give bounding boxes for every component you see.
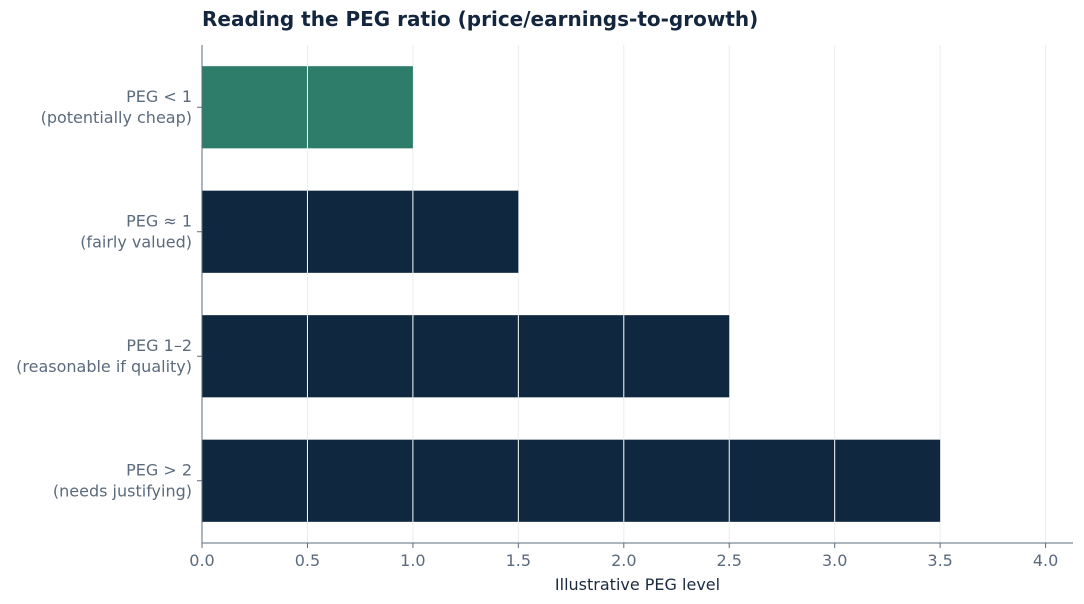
x-tick-label: 1.5 xyxy=(506,551,531,570)
y-tick-label-line: PEG < 1 xyxy=(126,87,192,106)
x-axis-label: Illustrative PEG level xyxy=(555,575,720,594)
x-tick-label: 2.0 xyxy=(611,551,636,570)
y-tick-label-line: (potentially cheap) xyxy=(41,108,192,127)
x-tick-label: 1.0 xyxy=(400,551,425,570)
x-tick-label: 3.5 xyxy=(927,551,952,570)
y-tick-label-line: PEG ≈ 1 xyxy=(126,211,192,230)
axes xyxy=(201,45,1073,544)
y-tick-label-line: PEG 1–2 xyxy=(126,336,192,355)
bar xyxy=(202,315,730,398)
y-tick-label: PEG ≈ 1 (fairly valued) xyxy=(80,211,192,251)
y-tick-label-line: (fairly valued) xyxy=(80,232,192,251)
y-tick-label: PEG > 2 (needs justifying) xyxy=(53,460,192,500)
x-tick-label: 0.0 xyxy=(189,551,214,570)
y-tick-label-line: PEG > 2 xyxy=(126,460,192,479)
x-tick-label: 0.5 xyxy=(295,551,320,570)
chart-title: Reading the PEG ratio (price/earnings-to… xyxy=(202,7,758,31)
y-tick-label-line: (needs justifying) xyxy=(53,481,192,500)
x-tick-label: 2.5 xyxy=(717,551,742,570)
y-tick-label: PEG < 1 (potentially cheap) xyxy=(41,87,192,127)
x-axis-ticks: 0.0 0.5 1.0 1.5 2.0 2.5 3.0 3.5 4.0 xyxy=(189,543,1058,570)
y-axis-ticks: PEG < 1 (potentially cheap) PEG ≈ 1 (fairly… xyxy=(16,87,202,500)
bars xyxy=(202,66,941,522)
bar xyxy=(202,190,519,273)
x-tick-label: 3.0 xyxy=(822,551,847,570)
y-tick-label-line: (reasonable if quality) xyxy=(16,357,192,376)
bar-grid-overlay xyxy=(306,66,836,522)
bar xyxy=(202,439,941,522)
y-tick-label: PEG 1–2 (reasonable if quality) xyxy=(16,336,192,376)
x-tick-label: 4.0 xyxy=(1033,551,1058,570)
